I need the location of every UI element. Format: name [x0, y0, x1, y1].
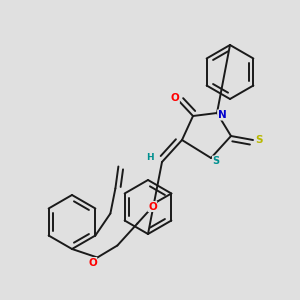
Text: O: O — [148, 202, 157, 212]
Text: S: S — [212, 156, 220, 166]
Text: H: H — [146, 152, 154, 161]
Text: O: O — [88, 257, 97, 268]
Text: N: N — [218, 110, 226, 120]
Text: O: O — [171, 93, 179, 103]
Text: S: S — [255, 135, 263, 145]
